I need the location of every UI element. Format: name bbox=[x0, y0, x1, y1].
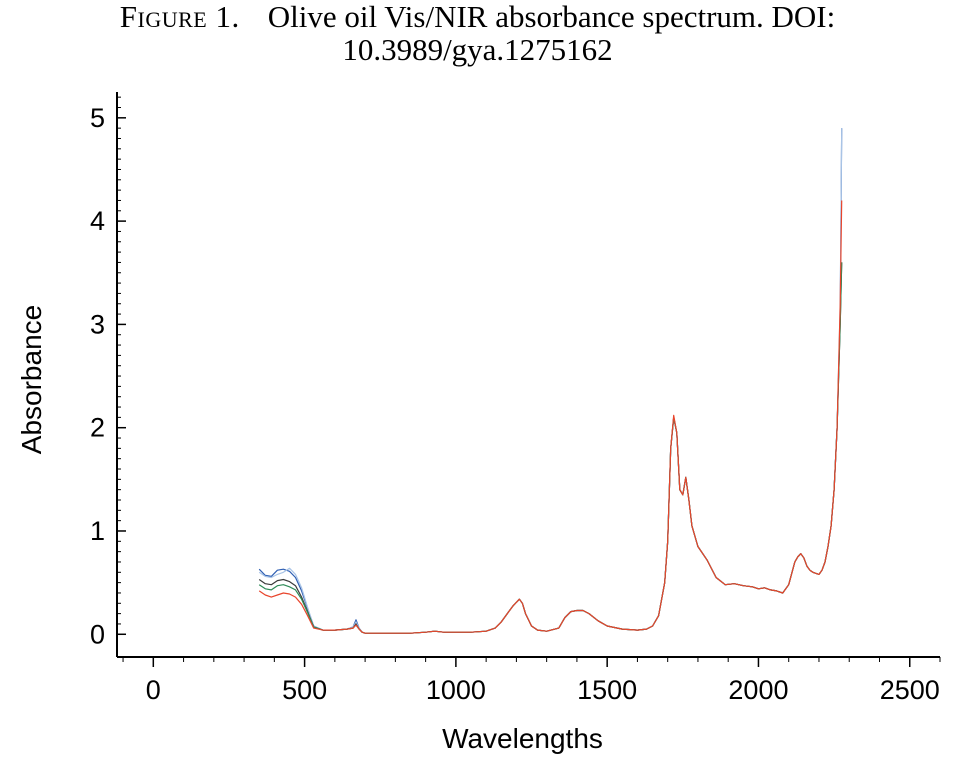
x-axis-title: Wavelengths bbox=[442, 723, 603, 754]
spectrum-line-4 bbox=[258, 262, 843, 634]
figure-label: Figure 1. bbox=[119, 0, 240, 34]
axes: 0 1 2 3 4 5 0 500 1000 1500 2000 2500 bbox=[90, 92, 941, 705]
y-axis-title: Absorbance bbox=[16, 305, 47, 454]
spectrum-line-5 bbox=[258, 200, 843, 634]
spectrum-line-1 bbox=[258, 128, 843, 634]
y-tick-label: 2 bbox=[90, 413, 105, 443]
caption-line-1: Figure 1. Olive oil Vis/NIR absorbance sp… bbox=[0, 0, 955, 33]
figure-caption: Figure 1. Olive oil Vis/NIR absorbance sp… bbox=[0, 0, 955, 66]
series-layer bbox=[258, 128, 843, 634]
y-tick-label: 5 bbox=[90, 103, 105, 133]
caption-line-2: 10.3989/gya.1275162 bbox=[342, 32, 613, 67]
x-tick-label: 2000 bbox=[728, 675, 788, 705]
x-tick-label: 1500 bbox=[577, 675, 637, 705]
y-tick-label: 1 bbox=[90, 516, 105, 546]
y-tick-label: 0 bbox=[90, 619, 105, 649]
x-tick-label: 1000 bbox=[426, 675, 486, 705]
y-tick-label: 4 bbox=[90, 206, 105, 236]
spectrum-line-2 bbox=[258, 128, 843, 634]
spectrum-line-3 bbox=[258, 262, 843, 634]
x-tick-label: 0 bbox=[146, 675, 161, 705]
caption-text: Olive oil Vis/NIR absorbance spectrum. D… bbox=[267, 0, 836, 34]
x-tick-label: 2500 bbox=[880, 675, 940, 705]
y-tick-label: 3 bbox=[90, 309, 105, 339]
x-tick-label: 500 bbox=[282, 675, 327, 705]
